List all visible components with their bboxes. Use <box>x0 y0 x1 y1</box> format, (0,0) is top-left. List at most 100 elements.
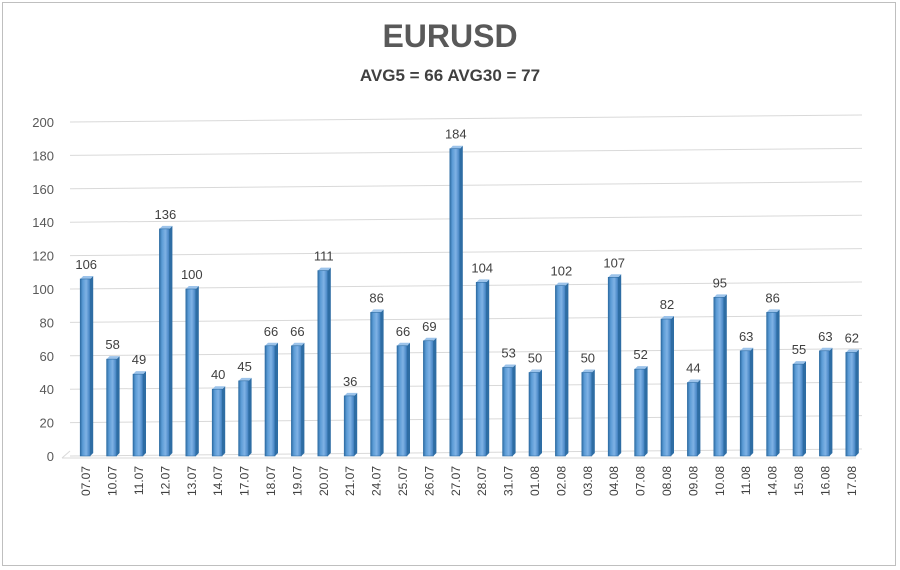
bar-top <box>793 361 806 365</box>
bar-front <box>713 297 725 457</box>
bar-top <box>423 337 437 341</box>
gridline <box>69 415 863 424</box>
gridline <box>69 214 863 223</box>
bar-side <box>486 279 490 456</box>
data-label: 111 <box>314 249 334 264</box>
bar-side <box>169 225 173 456</box>
bar-side <box>380 309 384 456</box>
bar-side <box>723 294 727 456</box>
x-tick-label: 09.08 <box>686 466 700 496</box>
data-label: 82 <box>660 297 674 312</box>
bar-08.08 <box>660 316 674 457</box>
data-label: 52 <box>633 347 647 362</box>
x-tick-label: 16.08 <box>818 466 832 496</box>
bar-side <box>803 361 806 456</box>
bar-10.07 <box>106 356 120 457</box>
bar-20.07 <box>317 267 331 457</box>
y-tick-label: 140 <box>32 215 54 230</box>
data-label: 49 <box>132 352 146 367</box>
x-tick-label: 21.07 <box>343 466 357 496</box>
grid-layer: 0 20 40 60 80 100 120 140 160 180 200 <box>32 114 863 464</box>
bar-side <box>248 377 252 456</box>
bar-front <box>660 318 672 457</box>
bar-13.07 <box>185 286 199 457</box>
bar-19.07 <box>291 342 305 457</box>
chart-subtitle: AVG5 = 66 AVG30 = 77 <box>359 66 541 85</box>
x-tick-label: 10.07 <box>106 466 120 496</box>
x-tick-label: 26.07 <box>422 466 436 496</box>
bar-layer: 106 07.07 58 10.07 49 11.07 136 12.07 100 13.07 40… <box>75 127 859 496</box>
bar-side <box>539 369 542 456</box>
bar-top <box>713 294 727 298</box>
data-label: 136 <box>155 207 177 222</box>
data-label: 44 <box>686 361 700 376</box>
gridline <box>69 147 863 156</box>
x-tick-label: 11.07 <box>132 466 146 495</box>
bar-front <box>528 372 540 457</box>
bar-17.08 <box>845 349 859 457</box>
bar-front <box>766 312 777 457</box>
x-tick-label: 13.07 <box>185 466 199 496</box>
data-label: 40 <box>211 367 225 382</box>
bar-07.08 <box>634 366 648 457</box>
bar-side <box>750 347 754 456</box>
bar-top <box>476 279 490 283</box>
bar-front <box>555 285 566 457</box>
x-tick-label: 04.08 <box>607 466 621 496</box>
x-tick-label: 02.08 <box>554 466 568 496</box>
y-tick-label: 200 <box>32 115 54 130</box>
bar-side <box>697 379 701 456</box>
bar-01.08 <box>528 369 542 457</box>
bar-front <box>396 345 408 457</box>
bar-side <box>459 145 463 456</box>
bar-top <box>185 286 199 289</box>
y-tick-label: 100 <box>32 282 54 297</box>
bar-top <box>819 347 833 351</box>
bar-17.07 <box>238 377 252 457</box>
bar-side <box>327 267 331 456</box>
bar-top <box>687 379 701 383</box>
x-tick-label: 03.08 <box>581 466 595 496</box>
bar-top <box>291 342 305 346</box>
gridline <box>69 248 863 257</box>
bar-top <box>581 369 595 373</box>
bar-16.08 <box>819 347 833 457</box>
bar-top <box>608 274 622 278</box>
bar-09.08 <box>687 379 701 457</box>
y-tick-label: 180 <box>32 148 54 163</box>
bar-front <box>106 358 117 457</box>
gridline <box>69 181 863 190</box>
bar-side <box>512 364 516 456</box>
data-label: 58 <box>105 337 119 352</box>
bar-10.08 <box>713 294 727 457</box>
data-label: 86 <box>765 290 779 305</box>
bar-11.08 <box>739 347 754 457</box>
bar-03.08 <box>581 369 595 457</box>
data-label: 104 <box>471 260 493 275</box>
bar-front <box>819 350 830 457</box>
bar-side <box>90 275 94 456</box>
bar-26.07 <box>423 337 437 457</box>
data-label: 66 <box>290 324 304 339</box>
bar-front <box>79 278 91 457</box>
x-tick-label: 12.07 <box>158 466 172 496</box>
bar-side <box>354 392 358 456</box>
bar-front <box>607 277 619 457</box>
bar-front <box>343 395 355 457</box>
data-label: 95 <box>713 275 727 290</box>
bar-top <box>370 309 384 313</box>
data-label: 62 <box>845 330 859 345</box>
x-tick-label: 10.08 <box>713 466 727 496</box>
x-tick-label: 08.08 <box>660 466 674 496</box>
x-tick-label: 27.07 <box>449 466 463 496</box>
bar-18.07 <box>264 342 278 457</box>
bar-side <box>776 309 780 456</box>
data-label: 63 <box>739 329 753 344</box>
bar-side <box>275 342 278 456</box>
bar-top <box>529 369 542 373</box>
gridline <box>69 348 863 357</box>
x-tick-label: 31.07 <box>502 466 516 496</box>
gridline <box>69 314 863 323</box>
bar-side <box>591 369 595 456</box>
